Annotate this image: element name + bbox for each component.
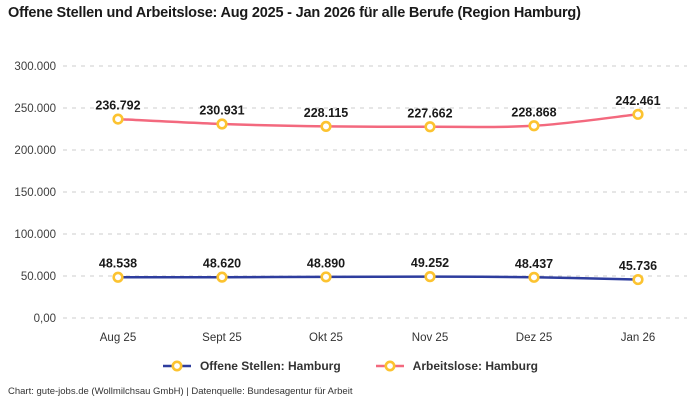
data-point-label: 48.620 bbox=[203, 257, 241, 271]
data-point-label: 242.461 bbox=[615, 94, 660, 108]
data-point-label: 236.792 bbox=[95, 99, 140, 113]
y-axis-tick-label: 200.000 bbox=[14, 145, 56, 157]
data-point-marker[interactable] bbox=[216, 118, 228, 130]
data-point-marker[interactable] bbox=[112, 271, 124, 283]
y-axis-tick-label: 250.000 bbox=[14, 103, 56, 115]
line-chart-canvas: 0,00 50.000 100.000 150.000 200.000 250.000 30… bbox=[14, 61, 687, 344]
data-point-label: 228.868 bbox=[511, 105, 556, 119]
x-axis-tick-label: Nov 25 bbox=[412, 332, 448, 344]
data-point-marker[interactable] bbox=[320, 271, 332, 283]
data-point-label: 48.890 bbox=[307, 256, 345, 270]
data-point-marker[interactable] bbox=[632, 108, 644, 120]
x-axis-tick-label: Sept 25 bbox=[202, 332, 242, 344]
y-axis-tick-label: 0,00 bbox=[34, 313, 56, 325]
chart-title: Offene Stellen und Arbeitslose: Aug 2025… bbox=[8, 5, 581, 21]
y-axis-tick-label: 150.000 bbox=[14, 187, 56, 199]
y-axis-tick-label: 100.000 bbox=[14, 229, 56, 241]
data-point-marker[interactable] bbox=[424, 121, 436, 133]
legend-label-arbeitslose: Arbeitslose: Hamburg bbox=[412, 359, 539, 373]
x-axis-tick-label: Aug 25 bbox=[100, 332, 136, 344]
legend-line-marker-icon bbox=[375, 360, 404, 372]
x-axis-tick-label: Jan 26 bbox=[621, 332, 656, 344]
data-point-marker[interactable] bbox=[424, 271, 436, 283]
data-point-marker[interactable] bbox=[528, 120, 540, 132]
chart-legend: Offene Stellen: Hamburg Arbeitslose: Ham… bbox=[0, 359, 700, 373]
series-line-offene-stellen-hamburg bbox=[116, 275, 640, 281]
data-point-marker[interactable] bbox=[528, 271, 540, 283]
data-point-marker[interactable] bbox=[632, 273, 644, 286]
data-point-label: 45.736 bbox=[619, 259, 657, 273]
legend-line-marker-icon bbox=[162, 360, 191, 372]
legend-item-arbeitslose: Arbeitslose: Hamburg bbox=[375, 359, 538, 373]
data-point-label: 230.931 bbox=[199, 104, 244, 118]
chart-attribution: Chart: gute-jobs.de (Wollmilchsau GmbH) … bbox=[8, 386, 353, 397]
y-axis-tick-label: 300.000 bbox=[14, 61, 56, 73]
legend-label-offene-stellen: Offene Stellen: Hamburg bbox=[199, 359, 341, 373]
data-point-marker[interactable] bbox=[320, 120, 332, 132]
data-point-label: 227.662 bbox=[407, 106, 452, 120]
data-point-marker[interactable] bbox=[216, 271, 228, 283]
data-point-label: 228.115 bbox=[304, 106, 349, 120]
data-point-label: 48.538 bbox=[99, 257, 137, 271]
legend-item-offene-stellen: Offene Stellen: Hamburg bbox=[162, 359, 341, 373]
series-line-arbeitslose-hamburg bbox=[116, 113, 640, 129]
data-point-label: 49.252 bbox=[411, 256, 449, 270]
x-axis-tick-label: Okt 25 bbox=[309, 332, 343, 344]
data-point-label: 48.437 bbox=[515, 257, 553, 271]
data-point-marker[interactable] bbox=[112, 113, 124, 125]
x-axis-tick-label: Dez 25 bbox=[516, 332, 552, 344]
y-axis-tick-label: 50.000 bbox=[21, 271, 56, 283]
